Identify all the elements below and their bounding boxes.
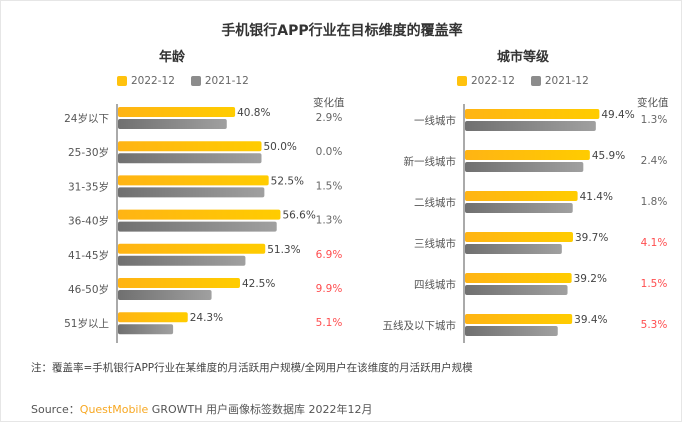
legend-swatch-2022 xyxy=(117,76,127,86)
legend-swatch-2021 xyxy=(530,76,541,86)
change-value: 6.9% xyxy=(316,249,343,261)
bar-2021 xyxy=(465,244,562,254)
legend-swatch-2021 xyxy=(190,76,201,86)
bar-2021 xyxy=(118,187,265,198)
bar-2021 xyxy=(118,119,227,129)
source: Source：QuestMobile GROWTH 用户画像标签数据库 2022… xyxy=(31,401,373,417)
data-label: 39.2% xyxy=(574,273,607,285)
category-label: 三线城市 xyxy=(414,237,456,250)
source-prefix: Source： xyxy=(31,403,80,416)
legend-label: 2022-12 xyxy=(131,75,175,87)
category-label: 五线及以下城市 xyxy=(383,319,457,332)
data-label: 40.8% xyxy=(237,107,270,119)
category-label: 51岁以上 xyxy=(64,317,109,330)
change-value: 1.3% xyxy=(641,114,668,126)
bar-2021 xyxy=(465,285,568,295)
change-value: 2.4% xyxy=(641,155,668,167)
bar-2022 xyxy=(465,273,572,283)
bar-2021 xyxy=(465,162,584,172)
bar-2021 xyxy=(118,290,212,300)
category-label: 31-35岁 xyxy=(68,180,109,193)
legend-label: 2022-12 xyxy=(471,75,515,87)
bar-2022 xyxy=(465,232,573,242)
left-legend: 2022-12 2021-12 xyxy=(117,75,249,87)
change-value: 5.3% xyxy=(641,319,668,331)
data-label: 41.4% xyxy=(580,191,613,203)
data-label: 50.0% xyxy=(264,141,297,153)
data-label: 39.4% xyxy=(574,314,607,326)
category-label: 二线城市 xyxy=(414,196,456,209)
bar-2021 xyxy=(465,203,573,213)
bar-2021 xyxy=(465,326,558,336)
chart-title: 手机银行APP行业在目标维度的覆盖率 xyxy=(221,23,463,39)
right-legend: 2022-12 2021-12 xyxy=(457,75,589,87)
category-label: 新一线城市 xyxy=(404,155,457,168)
bar-2022 xyxy=(118,209,281,220)
change-value: 9.9% xyxy=(316,283,343,295)
right-chart-title: 城市等级 xyxy=(497,50,550,65)
bar-2021 xyxy=(118,221,277,232)
left-change-header: 变化值 xyxy=(313,97,345,109)
bar-2022 xyxy=(465,191,578,201)
change-value: 5.1% xyxy=(316,317,343,329)
change-value: 1.5% xyxy=(316,180,343,192)
legend-label: 2021-12 xyxy=(204,75,249,87)
data-label: 52.5% xyxy=(271,175,304,187)
bar-2022 xyxy=(118,141,262,152)
data-label: 49.4% xyxy=(601,109,634,121)
bar-2022 xyxy=(118,312,188,323)
source-brand: QuestMobile xyxy=(79,403,149,416)
bar-2022 xyxy=(465,150,590,160)
data-label: 24.3% xyxy=(190,312,223,324)
category-label: 36-40岁 xyxy=(68,215,109,228)
category-label: 46-50岁 xyxy=(68,283,109,296)
legend-label: 2021-12 xyxy=(544,75,589,87)
data-label: 42.5% xyxy=(242,278,275,290)
legend-swatch-2022 xyxy=(457,76,467,86)
source-text: GROWTH 用户画像标签数据库 2022年12月 xyxy=(148,403,373,416)
category-label: 41-45岁 xyxy=(68,249,109,262)
category-label: 24岁以下 xyxy=(64,112,109,125)
bar-2021 xyxy=(118,153,262,164)
change-value: 2.9% xyxy=(316,112,343,124)
bar-2022 xyxy=(118,175,269,186)
bar-2022 xyxy=(465,314,573,324)
bar-2022 xyxy=(465,109,600,119)
data-label: 39.7% xyxy=(575,232,608,244)
footnote: 注：覆盖率=手机银行APP行业在某维度的月活跃用户规模/全网用户在该维度的月活跃… xyxy=(31,362,473,374)
bar-2022 xyxy=(118,243,266,254)
data-label: 45.9% xyxy=(592,150,625,162)
change-value: 1.3% xyxy=(316,215,343,227)
category-label: 四线城市 xyxy=(414,278,456,291)
left-chart-title: 年龄 xyxy=(159,50,186,65)
category-label: 25-30岁 xyxy=(68,146,109,159)
change-value: 1.5% xyxy=(641,278,668,290)
bar-2022 xyxy=(118,107,236,117)
change-value: 4.1% xyxy=(641,237,668,249)
data-label: 56.6% xyxy=(282,210,315,222)
bar-2021 xyxy=(118,255,246,266)
bar-2021 xyxy=(118,324,174,335)
data-label: 51.3% xyxy=(267,244,300,256)
bar-2022 xyxy=(118,278,240,288)
bar-2021 xyxy=(465,121,596,131)
change-value: 1.8% xyxy=(641,196,668,208)
change-value: 0.0% xyxy=(316,146,343,158)
category-label: 一线城市 xyxy=(414,114,456,127)
right-change-header: 变化值 xyxy=(637,97,669,109)
